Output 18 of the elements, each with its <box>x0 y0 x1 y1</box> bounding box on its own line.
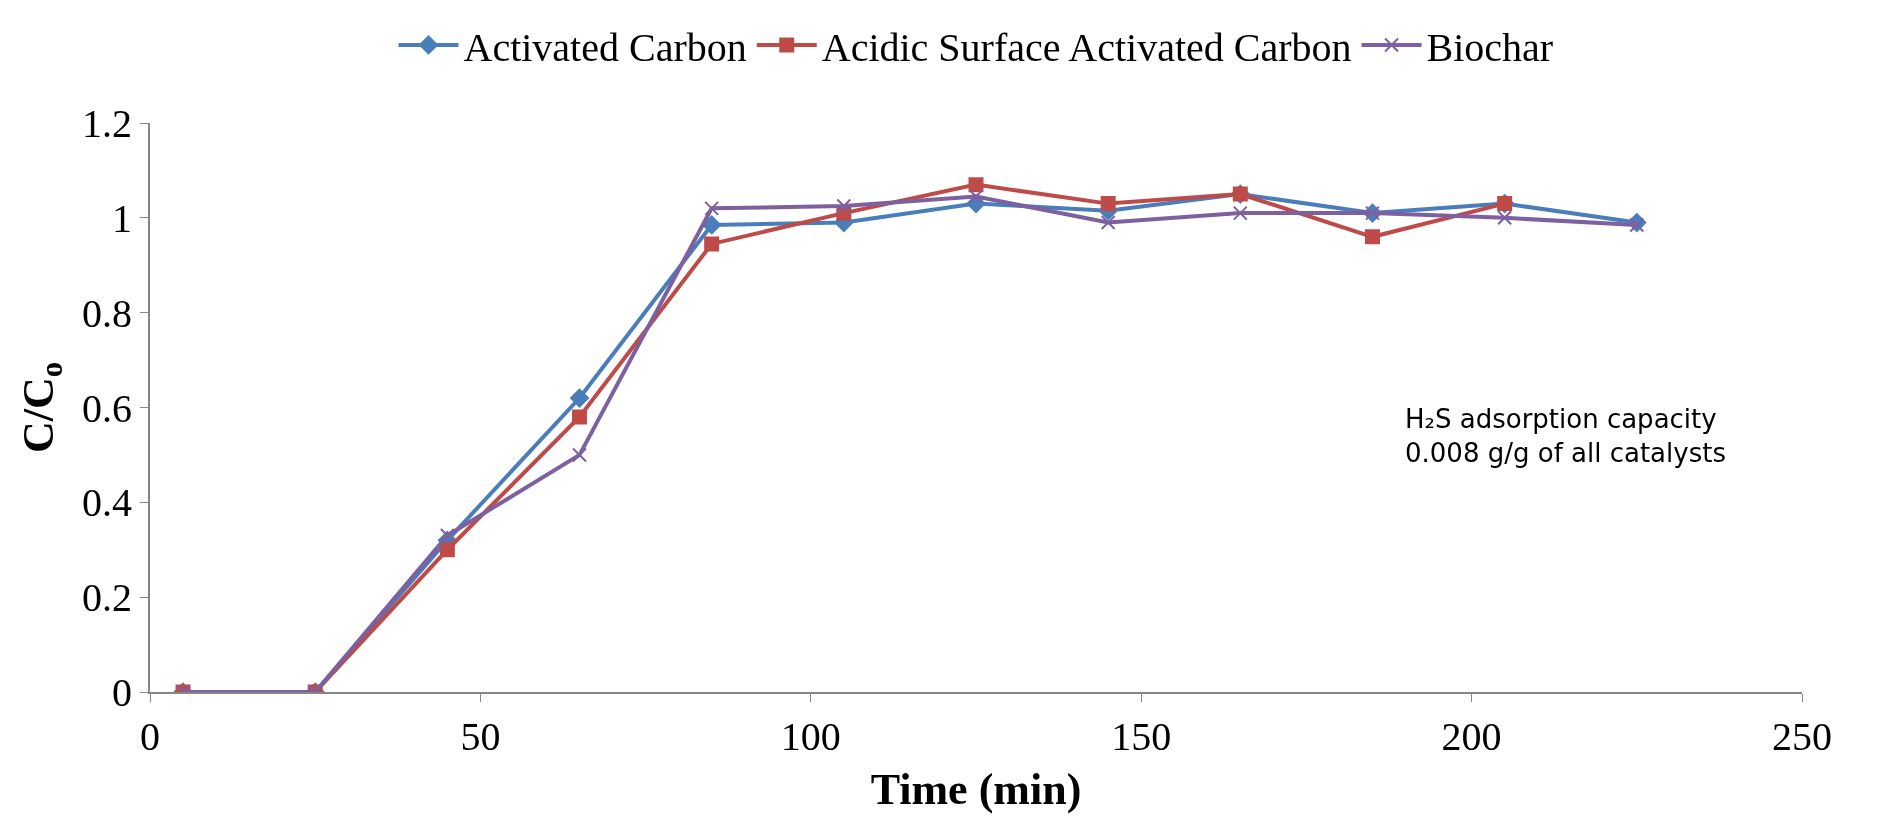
y-tick-label: 1.2 <box>82 101 132 146</box>
legend-label: Biochar <box>1426 24 1554 70</box>
x-tick-label: 150 <box>1111 714 1172 759</box>
x-tick-label: 250 <box>1772 714 1832 759</box>
y-tick-label: 0.2 <box>82 575 132 621</box>
y-tick-label: 0 <box>112 670 132 715</box>
x-axis-title: Time (min) <box>870 764 1082 814</box>
y-tick-label: 0.4 <box>82 480 132 526</box>
y-tick-label: 1 <box>112 195 132 241</box>
x-tick-label: 100 <box>780 714 841 759</box>
x-tick-label: 50 <box>460 714 501 759</box>
annotation: H₂S adsorption capacity 0.008 g/g of all catalysts <box>1405 404 1726 468</box>
legend-label: Activated Carbon <box>463 24 747 70</box>
y-tick-label: 0.8 <box>82 290 132 336</box>
y-tick-label: 0.6 <box>82 385 132 431</box>
x-tick-label: 0 <box>140 714 160 759</box>
x-tick-label: 200 <box>1441 714 1502 759</box>
legend-label: Acidic Surface Activated Carbon <box>821 24 1352 70</box>
